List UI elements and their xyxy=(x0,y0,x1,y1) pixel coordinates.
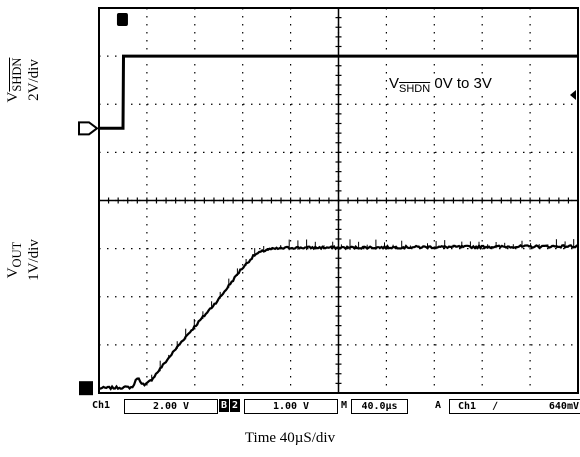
trigger-level: 640mV xyxy=(548,401,579,412)
ch2-marker: B xyxy=(219,399,229,412)
trigger-channel: Ch1 xyxy=(458,401,477,412)
ch1-label: Ch1 xyxy=(92,400,111,411)
y-axis-label-vout: VOUT 1V/div xyxy=(5,239,42,281)
trace-shdn xyxy=(99,54,578,130)
m-marker: M xyxy=(341,400,348,411)
ch2-number: 2 xyxy=(230,399,240,412)
y-axis-label-shdn: VSHDN 2V/div xyxy=(5,57,42,103)
ch2-ground-marker xyxy=(79,381,93,396)
ch1-scale: 2.00 V xyxy=(124,399,218,414)
timebase: 40.0µs xyxy=(351,399,408,414)
plot-traces xyxy=(98,54,579,391)
x-axis-label: Time 40µS/div xyxy=(244,430,336,446)
trigger-position-marker xyxy=(116,13,128,26)
trigger-level-marker xyxy=(570,90,576,100)
channel-markers xyxy=(78,13,576,396)
ch1-ground-marker xyxy=(78,121,99,136)
shdn-annotation: VSHDN 0V to 3V xyxy=(387,75,494,95)
trigger-slope-icon: ∕ xyxy=(492,401,499,412)
ch2-scale: 1.00 V xyxy=(244,399,338,414)
trace-vout xyxy=(98,243,579,391)
trigger-box: Ch1 ∕ 640mV xyxy=(449,399,580,414)
trigger-marker: A xyxy=(435,400,442,411)
plot-grid xyxy=(98,7,579,394)
